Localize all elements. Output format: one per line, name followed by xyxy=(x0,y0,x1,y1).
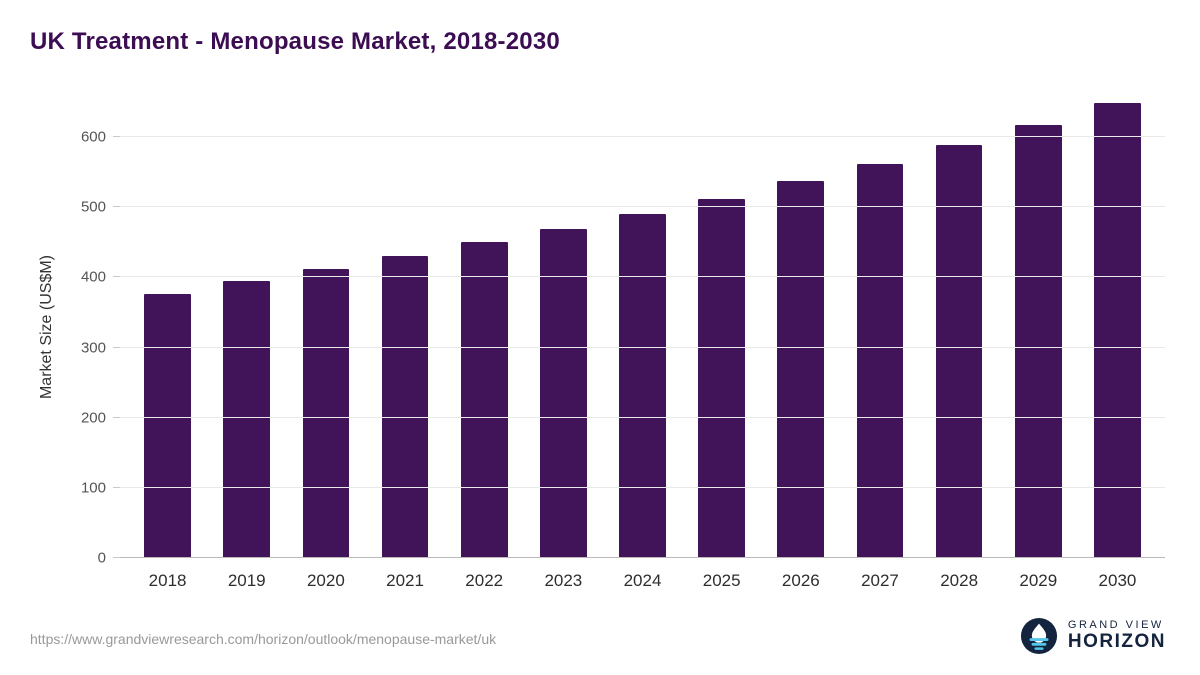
brand-logo: GRAND VIEW HORIZON xyxy=(1020,617,1166,655)
y-tick-mark xyxy=(113,416,120,418)
bars-container: 2018 2019 2020 2021 2022 2023 2024 2025 2026 2027… xyxy=(128,95,1157,590)
bar xyxy=(381,255,429,558)
x-tick-label: 2025 xyxy=(702,571,741,590)
x-tick-label: 2022 xyxy=(465,571,504,590)
y-tick-label: 0 xyxy=(97,549,106,567)
y-tick-mark xyxy=(113,346,120,348)
bar xyxy=(460,242,508,558)
bar-column: 2023 xyxy=(524,95,603,590)
bar-column: 2026 xyxy=(761,95,840,590)
gridline xyxy=(120,206,1165,208)
gridline xyxy=(120,136,1165,138)
bar xyxy=(1014,125,1062,558)
y-tick-label: 300 xyxy=(80,339,106,357)
bar-column: 2018 xyxy=(128,95,207,590)
bar-column: 2022 xyxy=(445,95,524,590)
y-tick-label: 600 xyxy=(80,128,106,146)
y-tick-mark xyxy=(113,557,120,558)
bar xyxy=(777,181,825,558)
x-tick-label: 2020 xyxy=(306,571,345,590)
y-tick-label: 400 xyxy=(80,268,106,286)
brand-text: GRAND VIEW HORIZON xyxy=(1067,619,1166,652)
bar xyxy=(540,229,587,558)
y-tick-label: 100 xyxy=(80,479,106,497)
source-url: https://www.grandviewresearch.com/horizo… xyxy=(30,631,497,647)
y-axis-label-box: Market Size (US$M) xyxy=(30,95,64,558)
bar-column: 2020 xyxy=(286,95,365,590)
x-tick-label: 2030 xyxy=(1098,571,1137,590)
gridline xyxy=(120,416,1165,418)
x-tick-label: 2023 xyxy=(544,571,583,590)
x-tick-label: 2019 xyxy=(227,571,266,590)
bar xyxy=(935,144,983,558)
x-axis-baseline xyxy=(120,557,1165,558)
grandview-horizon-globe-icon xyxy=(1020,617,1057,655)
bar-column: 2028 xyxy=(920,95,999,590)
bar-column: 2029 xyxy=(999,95,1078,590)
brand-name-bottom: HORIZON xyxy=(1067,630,1166,652)
x-tick-label: 2028 xyxy=(940,571,979,590)
bar xyxy=(1094,103,1141,558)
bar xyxy=(223,280,271,558)
y-tick-label: 200 xyxy=(80,409,106,427)
bar-column: 2021 xyxy=(365,95,444,590)
y-tick-mark xyxy=(113,486,120,488)
bar xyxy=(144,293,191,558)
y-tick-mark xyxy=(113,136,120,138)
bar-column: 2024 xyxy=(603,95,682,590)
bar-column: 2019 xyxy=(207,95,286,590)
bar xyxy=(698,198,746,558)
x-tick-label: 2021 xyxy=(386,571,424,590)
y-tick-mark xyxy=(113,276,120,278)
gridline xyxy=(120,346,1165,348)
page-title: UK Treatment - Menopause Market, 2018-20… xyxy=(30,28,560,55)
bar xyxy=(619,214,666,558)
bar-column: 2027 xyxy=(840,95,919,590)
y-tick-label: 500 xyxy=(80,198,106,216)
y-tick-mark xyxy=(113,206,120,208)
plot-area: 2018 2019 2020 2021 2022 2023 2024 2025 2026 2027… xyxy=(81,95,1165,590)
x-tick-label: 2027 xyxy=(861,571,899,590)
x-tick-label: 2024 xyxy=(623,571,662,590)
bar xyxy=(856,164,904,558)
x-tick-label: 2026 xyxy=(781,571,820,590)
y-axis-label: Market Size (US$M) xyxy=(38,254,55,399)
x-tick-label: 2029 xyxy=(1019,571,1058,590)
bar-chart: Market Size (US$M) 2018 2019 2020 2021 2022 2… xyxy=(30,95,1165,590)
gridline xyxy=(120,486,1165,488)
bar-column: 2025 xyxy=(682,95,761,590)
brand-name-top: GRAND VIEW xyxy=(1067,619,1164,632)
bar-column: 2030 xyxy=(1078,95,1157,590)
x-tick-label: 2018 xyxy=(148,571,187,590)
bar xyxy=(302,268,350,558)
gridline xyxy=(120,276,1165,278)
